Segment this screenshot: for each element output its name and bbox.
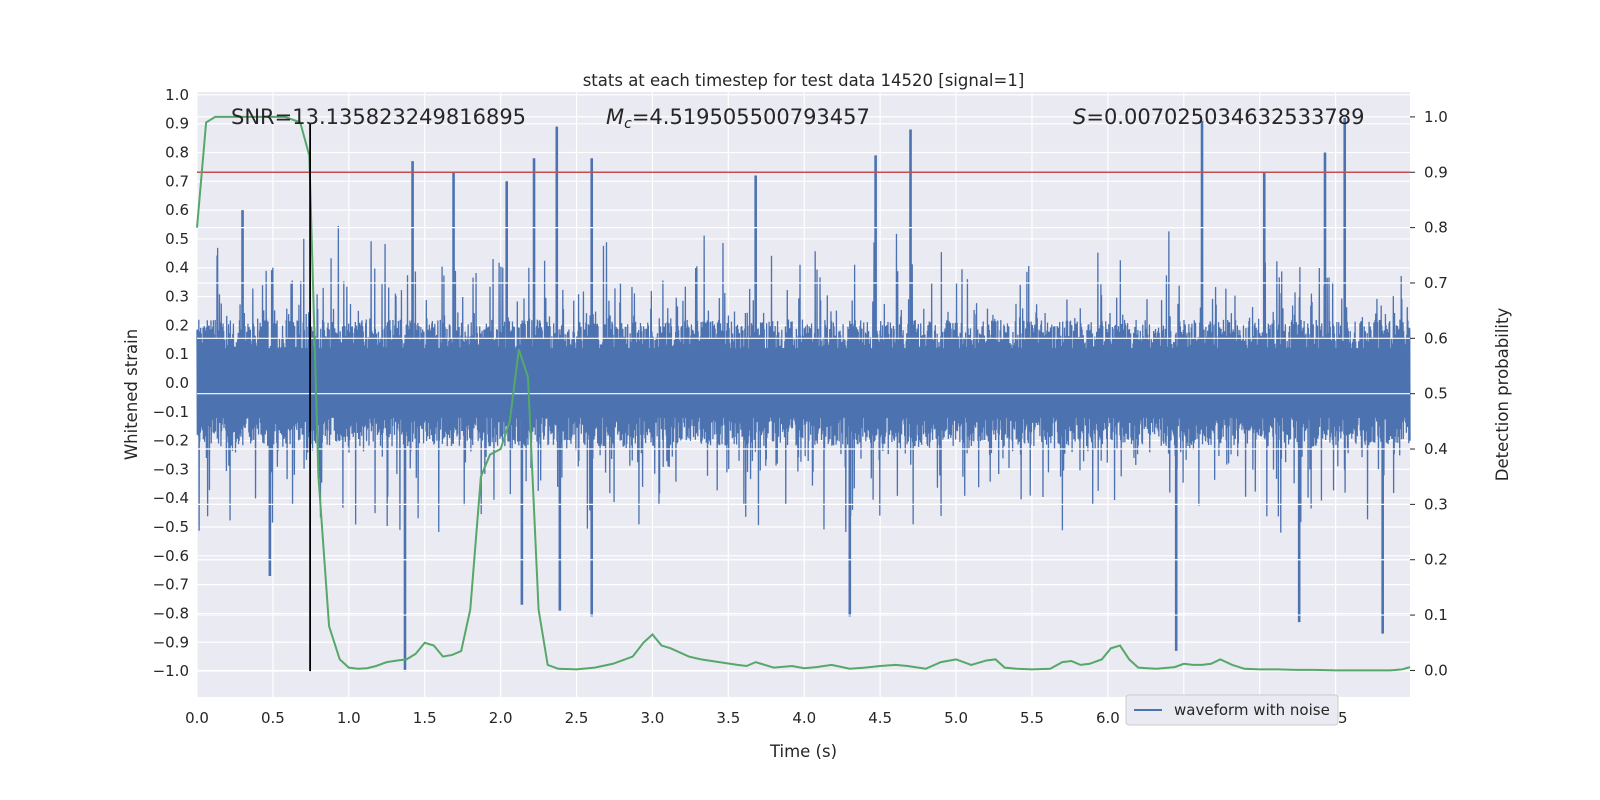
waveform-core-band xyxy=(197,348,1410,418)
y-right-tick-label: 0.8 xyxy=(1424,219,1448,237)
chart-title: stats at each timestep for test data 145… xyxy=(583,71,1025,90)
waveform-series xyxy=(196,117,1411,672)
y-right-tick-label: 0.9 xyxy=(1424,163,1448,181)
probability-series xyxy=(196,115,1411,672)
y-left-tick-labels: 1.0 0.9 0.8 0.7 0.6 0.5 0.4 0.3 0.2 0.1 0.0 −0.1 −0.… xyxy=(153,86,189,680)
s-value: =0.007025034632533789 xyxy=(1086,105,1364,129)
x-tick-label: 6.0 xyxy=(1096,709,1120,727)
y-left-tick-label: −0.9 xyxy=(153,633,189,651)
y-right-tick-labels: 1.0 0.9 0.8 0.7 0.6 0.5 0.4 0.3 0.2 0.1 0.0 xyxy=(1410,108,1448,679)
x-tick-label: 3.5 xyxy=(716,709,740,727)
mc-subscript: c xyxy=(624,116,632,132)
legend-box xyxy=(1125,694,1339,726)
y-left-tick-label: 0.1 xyxy=(165,345,189,363)
y-right-axis-label: Detection probability xyxy=(1493,308,1512,482)
snr-annotation: SNR=13.135823249816895 xyxy=(231,105,526,129)
y-right-tick-label: 0.0 xyxy=(1424,661,1448,679)
legend: waveform with noise xyxy=(1125,694,1339,726)
y-right-tick-label: 0.1 xyxy=(1424,606,1448,624)
y-left-tick-label: 1.0 xyxy=(165,86,189,104)
x-tick-label: 5.0 xyxy=(944,709,968,727)
mc-symbol: M xyxy=(606,105,624,129)
y-left-tick-label: −0.4 xyxy=(153,489,189,507)
x-tick-label: 2.0 xyxy=(489,709,513,727)
y-right-tick-label: 0.3 xyxy=(1424,495,1448,513)
y-left-axis-label: Whitened strain xyxy=(122,329,141,460)
y-left-tick-label: 0.3 xyxy=(165,288,189,306)
y-left-tick-label: 0.2 xyxy=(165,316,189,334)
x-tick-label: 4.5 xyxy=(868,709,892,727)
y-left-tick-label: 0.8 xyxy=(165,144,189,162)
y-right-tick-label: 0.7 xyxy=(1424,274,1448,292)
y-left-tick-label: −0.1 xyxy=(153,403,189,421)
y-left-tick-label: 0.5 xyxy=(165,230,189,248)
y-left-tick-label: 0.0 xyxy=(165,374,189,392)
y-left-tick-label: 0.9 xyxy=(165,115,189,133)
mc-value: =4.519505500793457 xyxy=(632,105,870,129)
y-right-tick-label: 0.6 xyxy=(1424,329,1448,347)
legend-label-waveform: waveform with noise xyxy=(1174,701,1330,719)
y-right-tick-label: 0.2 xyxy=(1424,551,1448,569)
x-tick-label: 0.5 xyxy=(261,709,285,727)
y-left-tick-label: −0.7 xyxy=(153,576,189,594)
x-tick-label: 2.5 xyxy=(565,709,589,727)
y-left-tick-label: −0.5 xyxy=(153,518,189,536)
y-left-tick-label: −0.2 xyxy=(153,432,189,450)
s-annotation: S=0.007025034632533789 xyxy=(1073,105,1364,129)
y-left-tick-label: 0.4 xyxy=(165,259,189,277)
y-left-tick-label: −0.8 xyxy=(153,604,189,622)
x-tick-label: 5.5 xyxy=(1020,709,1044,727)
mc-annotation: Mc=4.519505500793457 xyxy=(606,105,870,132)
x-axis-label: Time (s) xyxy=(769,742,837,761)
x-tick-label: 0.0 xyxy=(185,709,209,727)
y-left-tick-label: −1.0 xyxy=(153,662,189,680)
y-right-tick-label: 1.0 xyxy=(1424,108,1448,126)
s-symbol: S xyxy=(1073,105,1086,129)
probability-line xyxy=(196,115,1411,672)
x-tick-label: 3.0 xyxy=(641,709,665,727)
x-tick-label: 4.0 xyxy=(792,709,816,727)
x-tick-label: 1.0 xyxy=(337,709,361,727)
y-left-tick-label: 0.6 xyxy=(165,201,189,219)
y-right-tick-label: 0.5 xyxy=(1424,385,1448,403)
x-tick-label: 1.5 xyxy=(413,709,437,727)
y-right-tick-label: 0.4 xyxy=(1424,440,1448,458)
y-left-tick-label: −0.6 xyxy=(153,547,189,565)
y-left-tick-label: −0.3 xyxy=(153,460,189,478)
y-left-tick-label: 0.7 xyxy=(165,172,189,190)
